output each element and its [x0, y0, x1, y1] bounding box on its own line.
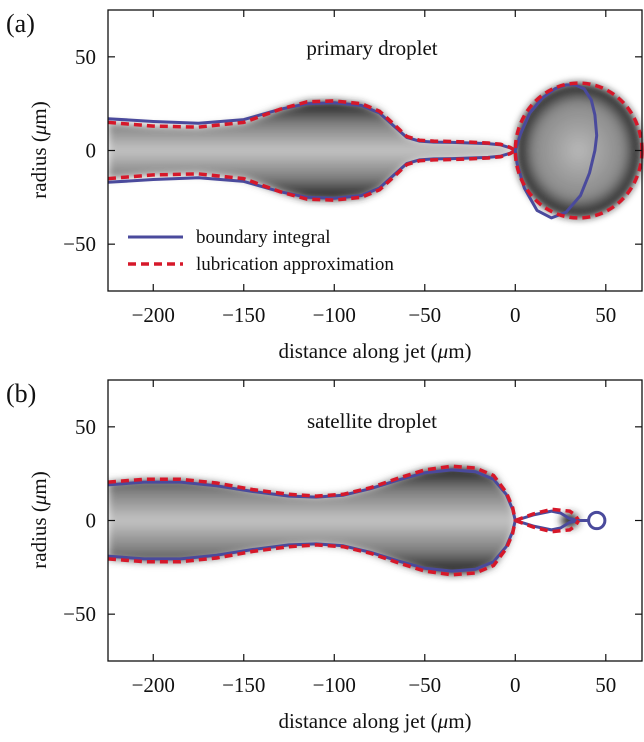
legend: boundary integral lubrication approximat…	[128, 227, 394, 275]
x-tick-label: 50	[595, 673, 616, 697]
primary-droplet-image	[515, 83, 642, 218]
x-tick-label: 0	[510, 673, 521, 697]
jet-body-a	[108, 100, 516, 201]
ticks-satellite: −200 −150 −100 −50 0 50 −50 0 50	[63, 380, 642, 697]
x-tick-label: −150	[222, 303, 265, 327]
jet-body-b	[108, 466, 516, 575]
x-tick-label: 50	[595, 303, 616, 327]
panel-title-a: primary droplet	[306, 36, 437, 60]
series-lubrication-b-upper	[108, 464, 518, 521]
y-axis-title-a: radius (μm)	[27, 101, 51, 198]
x-tick-label: −150	[222, 673, 265, 697]
ticks-primary: −200 −150 −100 −50 0 50 −50 0 50	[63, 10, 642, 327]
series-lubrication-b-lower	[108, 520, 518, 577]
x-tick-label: −100	[313, 303, 356, 327]
series-lubrication-satellite-upper	[514, 507, 581, 523]
panel-primary-droplet: (a) −200 −150 −100 −50 0 50 −50 0 50 primary dro…	[6, 9, 644, 363]
panel-title-b: satellite droplet	[307, 409, 437, 433]
legend-label-boundary: boundary integral	[196, 227, 331, 248]
y-tick-label: 50	[75, 415, 96, 439]
series-lubrication-a-upper	[108, 99, 517, 153]
y-tick-label: 0	[86, 139, 97, 163]
x-tick-label: 0	[510, 303, 521, 327]
y-tick-label: −50	[63, 602, 96, 626]
x-tick-label: −50	[408, 303, 441, 327]
panel-label-a: (a)	[6, 9, 35, 38]
series-lubrication-a-lower	[108, 148, 517, 202]
x-axis-title-b: distance along jet (μm)	[278, 709, 471, 733]
y-axis-title-b: radius (μm)	[27, 471, 51, 568]
jet-image-primary	[108, 83, 642, 218]
panel-label-b: (b)	[6, 379, 36, 408]
x-tick-label: −200	[132, 673, 175, 697]
panel-satellite-droplet: (b) −200 −150 −100 −50 0 50 −50 0 50 satellite d…	[6, 379, 643, 733]
y-tick-label: 0	[86, 509, 97, 533]
series-lubrication-satellite-lower	[514, 518, 581, 534]
x-tick-label: −200	[132, 303, 175, 327]
x-axis-title-a: distance along jet (μm)	[278, 339, 471, 363]
legend-label-lubrication: lubrication approximation	[196, 254, 394, 275]
x-tick-label: −50	[408, 673, 441, 697]
x-tick-label: −100	[313, 673, 356, 697]
series-boundary-integral-droplet	[513, 83, 599, 220]
y-tick-label: −50	[63, 232, 96, 256]
series-lines-satellite	[108, 464, 607, 577]
series-boundary-integral-small-droplet	[587, 510, 607, 531]
y-tick-label: 50	[75, 45, 96, 69]
